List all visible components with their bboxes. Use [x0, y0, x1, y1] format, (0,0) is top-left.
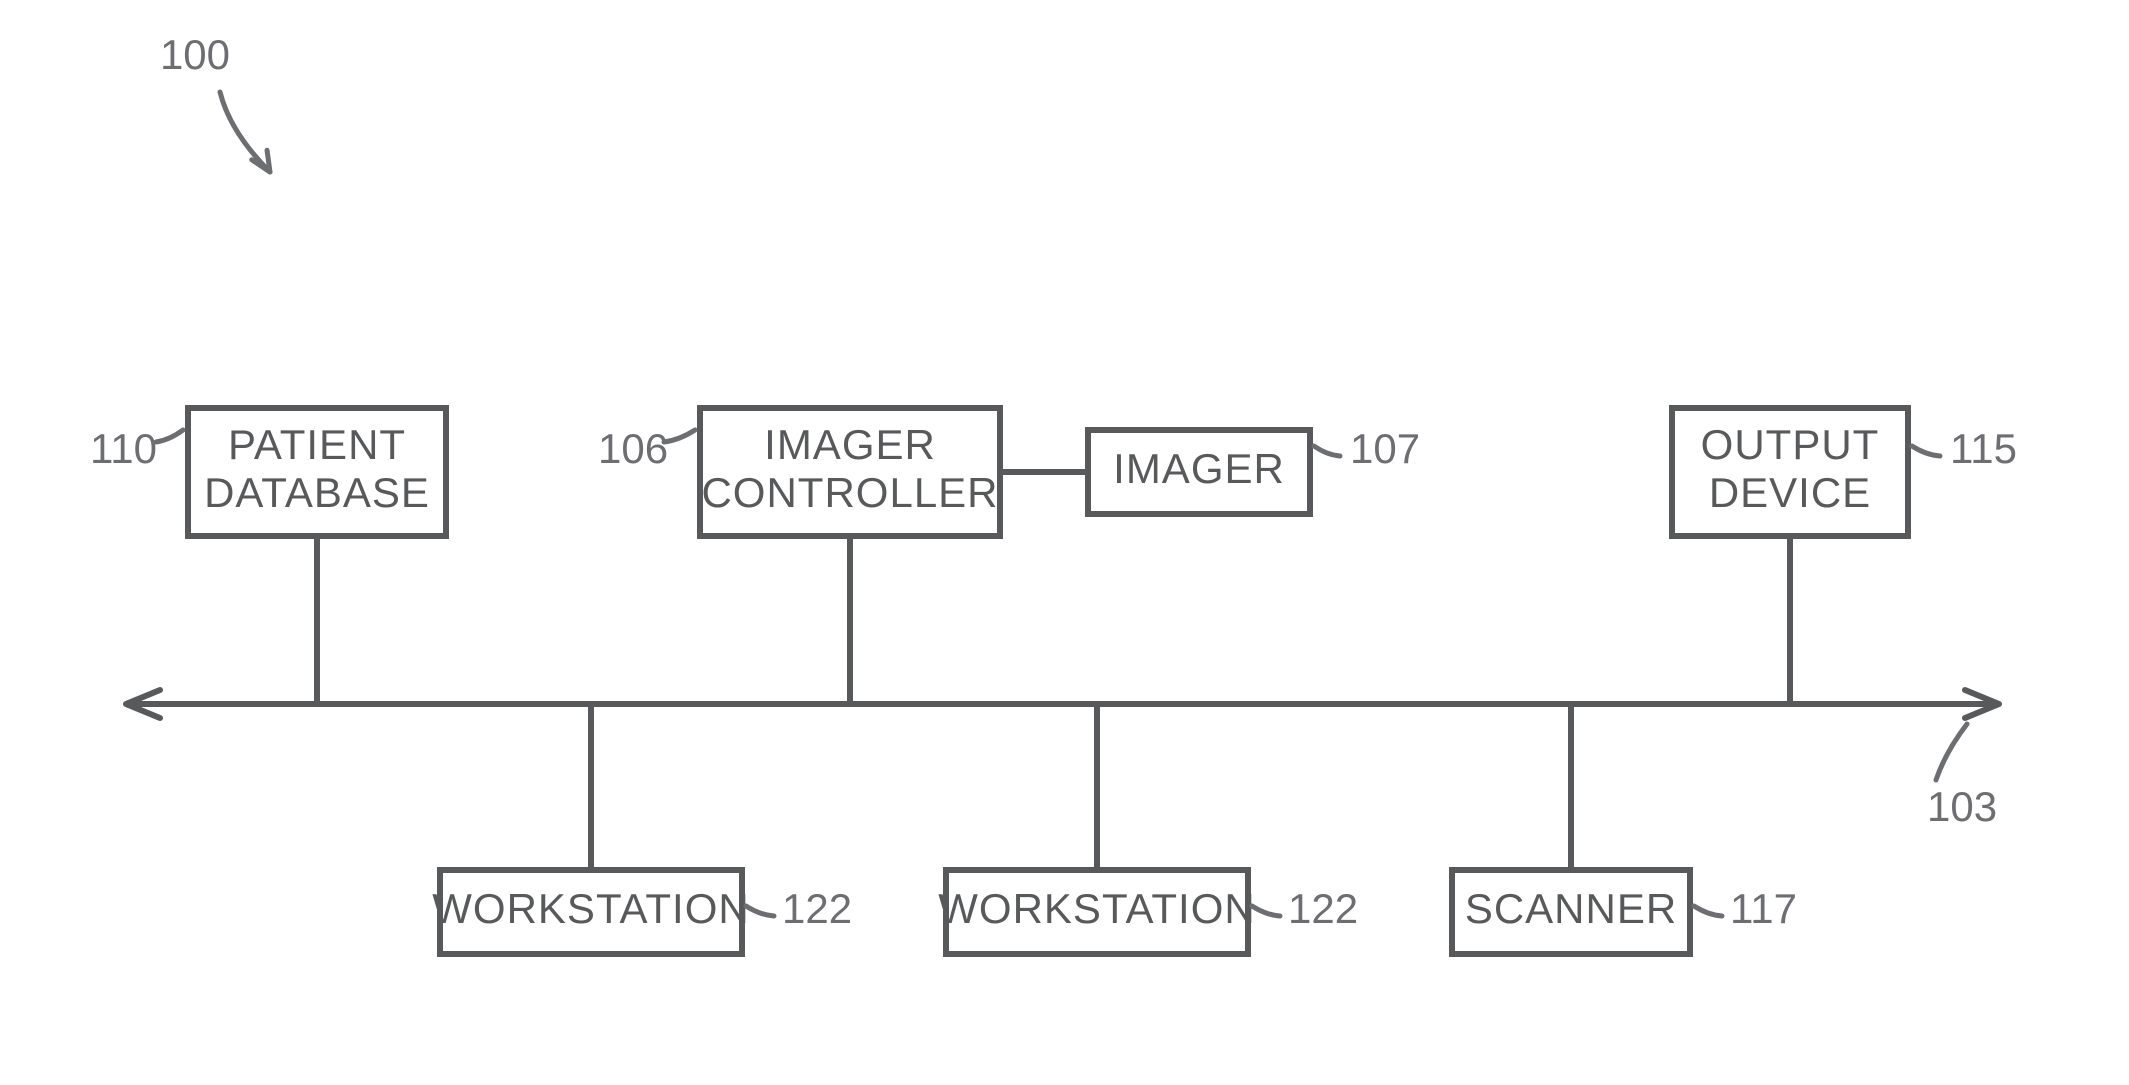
workstation_2-block: WORKSTATION 122: [938, 704, 1358, 954]
workstation_2-ref: 122: [1288, 885, 1358, 932]
imager_controller-label: CONTROLLER: [701, 469, 998, 516]
bus-ref-lead: [1936, 724, 1967, 780]
output_device-label: OUTPUT: [1701, 421, 1880, 468]
imager_controller-ref: 106: [598, 425, 668, 472]
patient_database-label: PATIENT: [228, 421, 406, 468]
workstation_1-ref: 122: [782, 885, 852, 932]
imager_controller-ref-lead: [664, 430, 695, 442]
workstation_2-label: WORKSTATION: [938, 885, 1255, 932]
output_device-ref-lead: [1912, 446, 1940, 456]
patient_database-ref: 110: [90, 425, 157, 472]
workstation_1-block: WORKSTATION 122: [432, 704, 852, 954]
workstation_2-ref-lead: [1252, 906, 1280, 916]
output_device-ref: 115: [1950, 425, 2017, 472]
system-diagram: 103100PATIENTDATABASE110IMAGERCONTROLLER…: [0, 0, 2129, 1085]
output_device-label: DEVICE: [1709, 469, 1871, 516]
system-ref-arrow: [220, 92, 270, 172]
scanner-label: SCANNER: [1465, 885, 1677, 932]
system-ref: 100: [160, 31, 230, 78]
patient_database-ref-lead: [156, 430, 183, 442]
imager-ref-lead: [1314, 446, 1340, 456]
scanner-block: SCANNER 117: [1452, 704, 1797, 954]
imager-label: IMAGER: [1113, 445, 1285, 492]
output_device-block: OUTPUTDEVICE 115: [1672, 408, 2017, 704]
bus-ref: 103: [1927, 783, 1997, 830]
patient_database-block: PATIENTDATABASE 110: [90, 408, 446, 704]
imager-block: IMAGER 107: [1088, 425, 1420, 514]
workstation_1-label: WORKSTATION: [432, 885, 749, 932]
scanner-ref: 117: [1730, 885, 1797, 932]
imager-ref: 107: [1350, 425, 1420, 472]
scanner-ref-lead: [1694, 906, 1722, 916]
bus: [126, 690, 1999, 718]
imager_controller-label: IMAGER: [764, 421, 936, 468]
imager_controller-block: IMAGERCONTROLLER 106: [598, 408, 1000, 704]
workstation_1-ref-lead: [746, 906, 774, 916]
patient_database-label: DATABASE: [204, 469, 430, 516]
